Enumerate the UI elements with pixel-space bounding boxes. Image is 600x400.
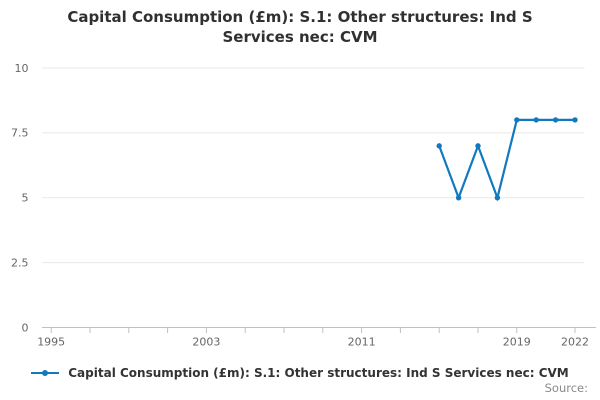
y-tick-label: 7.5 xyxy=(11,127,29,140)
y-tick-label: 10 xyxy=(15,62,29,75)
x-tick-label: 2022 xyxy=(561,336,589,349)
y-tick-label: 5 xyxy=(22,192,29,205)
y-tick-label: 0 xyxy=(22,321,29,334)
data-point-marker xyxy=(533,117,539,123)
x-tick-label: 1995 xyxy=(37,336,65,349)
data-point-marker xyxy=(572,117,578,123)
legend-label: Capital Consumption (£m): S.1: Other str… xyxy=(68,366,569,380)
legend-line-icon xyxy=(31,370,60,376)
x-tick-label: 2003 xyxy=(192,336,220,349)
data-point-marker xyxy=(514,117,520,123)
y-tick-label: 2.5 xyxy=(11,256,29,269)
data-point-marker xyxy=(494,195,501,201)
data-point-marker xyxy=(552,117,559,123)
series-line xyxy=(438,118,575,202)
x-tick-label: 2019 xyxy=(503,336,531,349)
chart-title: Capital Consumption (£m): S.1: Other str… xyxy=(67,8,533,46)
legend: Capital Consumption (£m): S.1: Other str… xyxy=(0,364,600,382)
source-label: Source: xyxy=(544,381,588,395)
x-tick-label: 2011 xyxy=(348,336,376,349)
data-point-marker xyxy=(436,143,442,149)
data-point-marker xyxy=(475,143,481,149)
data-point-marker xyxy=(455,195,462,201)
